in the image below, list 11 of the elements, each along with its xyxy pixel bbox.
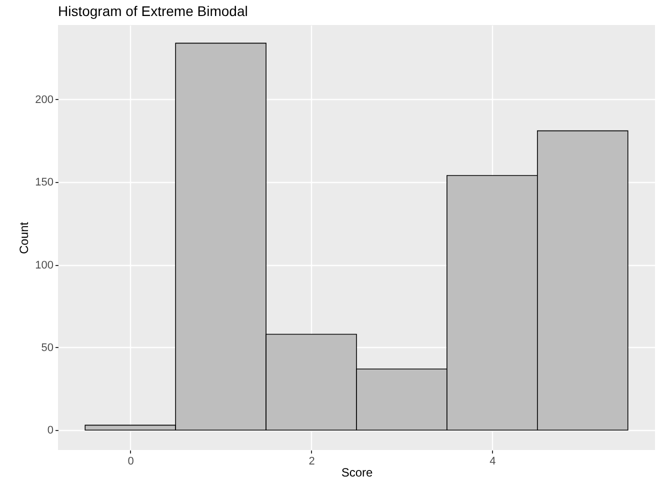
x-tick-label: 4: [490, 456, 496, 468]
x-axis-title: Score: [341, 466, 373, 480]
y-tick-label: 200: [35, 94, 54, 106]
y-tick-label: 150: [35, 176, 54, 189]
x-tick-label: 0: [128, 456, 134, 468]
x-tick-label: 2: [308, 456, 315, 468]
y-tick-label: 0: [47, 424, 54, 437]
y-tick-label: 100: [35, 259, 54, 272]
chart-title: Histogram of Extreme Bimodal: [58, 3, 248, 19]
y-axis-title: Count: [17, 221, 32, 254]
y-tick-label: 50: [41, 342, 54, 354]
